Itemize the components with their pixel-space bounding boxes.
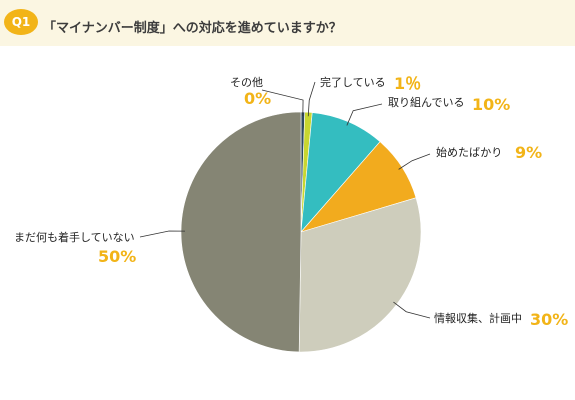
slice-percent-in-progress: 10% [472,95,510,114]
slice-percent-completed: 1％ [394,74,421,93]
slice-percent-researching: 30% [530,310,568,329]
question-header: Q1 「マイナンバー制度」への対応を進めていますか？ [0,0,575,46]
question-title: 「マイナンバー制度」への対応を進めていますか？ [43,21,342,36]
slice-label-not-started: まだ何も着手していない [14,230,135,244]
leader-line [139,230,186,238]
leader-line [398,153,431,170]
slice-label-in-progress: 取り組んでいる [388,96,464,109]
slice-label-completed: 完了している [320,75,386,89]
slice-percent-just-started: 9% [515,143,542,162]
leader-line [307,81,316,117]
slice-percent-not-started: 50% [98,247,136,266]
leader-line [393,301,431,319]
pie-slice [180,111,302,353]
slice-label-researching: 情報収集、計画中 [434,311,522,325]
slice-percent-other: 0% [244,89,271,108]
leader-line [261,89,304,117]
question-number-badge: Q1 [4,9,38,35]
slice-label-just-started: 始めたばかり [436,145,502,159]
slice-label-other: その他 [230,76,263,89]
leader-line [346,103,383,126]
